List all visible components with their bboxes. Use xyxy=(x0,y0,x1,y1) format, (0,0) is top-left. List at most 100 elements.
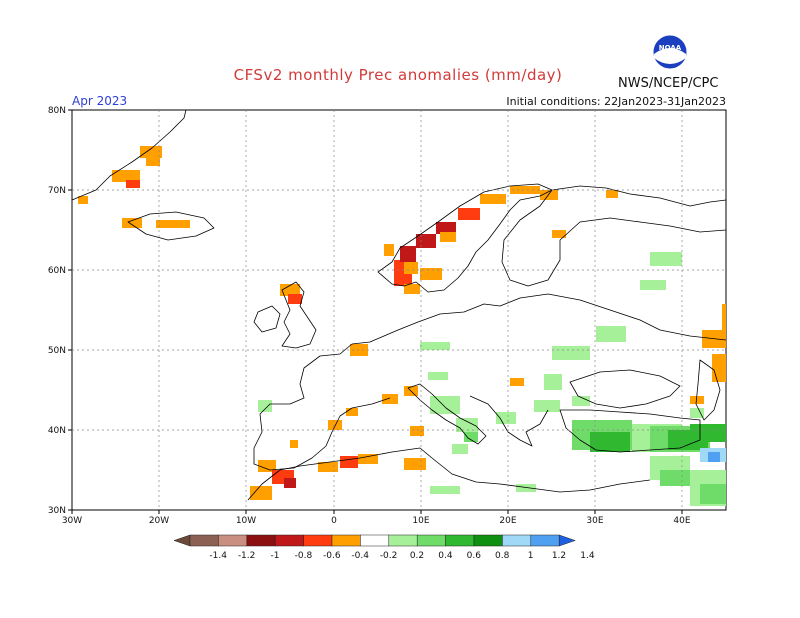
colorbar-box xyxy=(331,534,361,547)
colorbar-label: 0.6 xyxy=(467,551,482,561)
agency-label: NWS/NCEP/CPC xyxy=(618,76,719,91)
lat-label-40n: 40N xyxy=(48,426,66,436)
anomaly-cell xyxy=(510,378,524,386)
colorbar-label: 0.8 xyxy=(495,551,510,561)
noaa-logo-text: NOAA xyxy=(659,44,682,52)
colorbar-label: 1 xyxy=(528,551,534,561)
colorbar-label: 1.2 xyxy=(552,551,566,561)
noaa-logo: NOAA xyxy=(652,34,688,70)
anomaly-cell xyxy=(420,268,442,280)
anomaly-cell xyxy=(660,470,690,486)
anomaly-cell xyxy=(456,418,478,432)
anomaly-cell xyxy=(510,186,540,194)
anomaly-cell xyxy=(700,484,726,504)
colorbar-box xyxy=(502,534,532,547)
colorbar-label: -0.2 xyxy=(380,551,398,561)
colorbar-label: 1.4 xyxy=(580,551,595,561)
anomaly-cell xyxy=(404,262,418,274)
anomaly-cell xyxy=(516,484,536,492)
anomaly-cell xyxy=(258,460,276,472)
anomaly-cell xyxy=(126,180,140,188)
longitude-labels: 30W 20W 10W 0 10E 20E 30E 40E xyxy=(62,516,691,526)
anomaly-cell xyxy=(690,408,704,418)
colorbar-box xyxy=(303,534,333,547)
anomaly-cell xyxy=(552,230,566,238)
anomaly-cell xyxy=(464,432,478,442)
anomaly-cell xyxy=(122,218,142,228)
anomaly-cell xyxy=(534,400,560,412)
anomaly-cell xyxy=(358,454,378,464)
anomaly-cell xyxy=(280,284,300,296)
lat-lon-grid xyxy=(72,110,726,510)
lon-label-30e: 30E xyxy=(586,516,603,526)
colorbar-box xyxy=(530,534,560,547)
map-title: CFSv2 monthly Prec anomalies (mm/day) xyxy=(233,66,563,84)
lat-label-70n: 70N xyxy=(48,186,66,196)
colorbar-label: -1.4 xyxy=(209,551,227,561)
anomaly-cell xyxy=(452,444,468,454)
anomaly-cell xyxy=(650,252,682,266)
anomaly-cell xyxy=(250,486,272,500)
anomaly-cell xyxy=(428,372,448,380)
anomaly-cell xyxy=(78,196,88,204)
anomaly-cell xyxy=(400,246,416,262)
anomaly-cell xyxy=(690,396,704,404)
lon-label-0: 0 xyxy=(331,516,337,526)
colorbar-box xyxy=(360,534,390,547)
anomaly-cell xyxy=(540,190,558,200)
anomaly-cell xyxy=(690,424,726,442)
lat-label-60n: 60N xyxy=(48,266,66,276)
anomaly-cell xyxy=(416,234,436,248)
lon-label-30w: 30W xyxy=(62,516,82,526)
colorbar-box xyxy=(473,534,503,547)
anomaly-cell xyxy=(288,294,302,304)
anomaly-cell xyxy=(480,194,506,204)
anomaly-cell xyxy=(430,486,460,494)
anomaly-cell xyxy=(496,412,516,424)
anomaly-cell xyxy=(544,374,562,390)
lat-label-50n: 50N xyxy=(48,346,66,356)
lat-label-80n: 80N xyxy=(48,106,66,116)
anomaly-cell xyxy=(430,396,460,414)
anomaly-cell xyxy=(146,156,160,166)
anomaly-cell xyxy=(328,420,342,430)
colorbar-boxes xyxy=(173,534,576,547)
colorbar-label: -0.8 xyxy=(295,551,313,561)
colorbar-label: 0.4 xyxy=(438,551,453,561)
anomaly-cell xyxy=(640,280,666,290)
anomaly-cell xyxy=(708,452,720,462)
anomaly-cell xyxy=(596,326,626,342)
anomaly-cell xyxy=(722,304,726,334)
latitude-labels: 30N 40N 50N 60N 70N 80N xyxy=(48,106,66,516)
lat-label-30n: 30N xyxy=(48,506,66,516)
colorbar-label: -0.6 xyxy=(323,551,341,561)
anomaly-cell xyxy=(410,426,424,436)
colorbar-box xyxy=(445,534,475,547)
lon-label-20e: 20E xyxy=(499,516,516,526)
lon-label-10w: 10W xyxy=(236,516,256,526)
lon-label-40e: 40E xyxy=(673,516,690,526)
anomaly-cell xyxy=(420,342,450,350)
anomaly-cells xyxy=(78,146,726,506)
anomaly-cell xyxy=(384,244,394,256)
colorbar-box xyxy=(274,534,304,547)
anomaly-cell xyxy=(404,284,420,294)
colorbar-box xyxy=(416,534,446,547)
colorbar-box xyxy=(246,534,276,547)
colorbar-label: -1.2 xyxy=(238,551,256,561)
anomaly-cell xyxy=(290,440,298,448)
colorbar-box xyxy=(189,534,219,547)
anomaly-cell xyxy=(156,220,190,228)
anomaly-cell xyxy=(606,190,618,198)
colorbar-labels: -1.4 -1.2 -1 -0.8 -0.6 -0.4 -0.2 0.2 0.4 0.6 0.8 1 1… xyxy=(209,551,594,561)
colorbar-box xyxy=(218,534,248,547)
anomaly-cell xyxy=(258,400,272,412)
initial-conditions: Initial conditions: 22Jan2023-31Jan2023 xyxy=(506,95,726,108)
anomaly-cell xyxy=(436,222,456,234)
anomaly-cell xyxy=(112,170,140,182)
anomaly-cell xyxy=(318,462,338,472)
anomaly-cell xyxy=(572,396,590,406)
colorbar-right-arrow xyxy=(558,534,576,547)
